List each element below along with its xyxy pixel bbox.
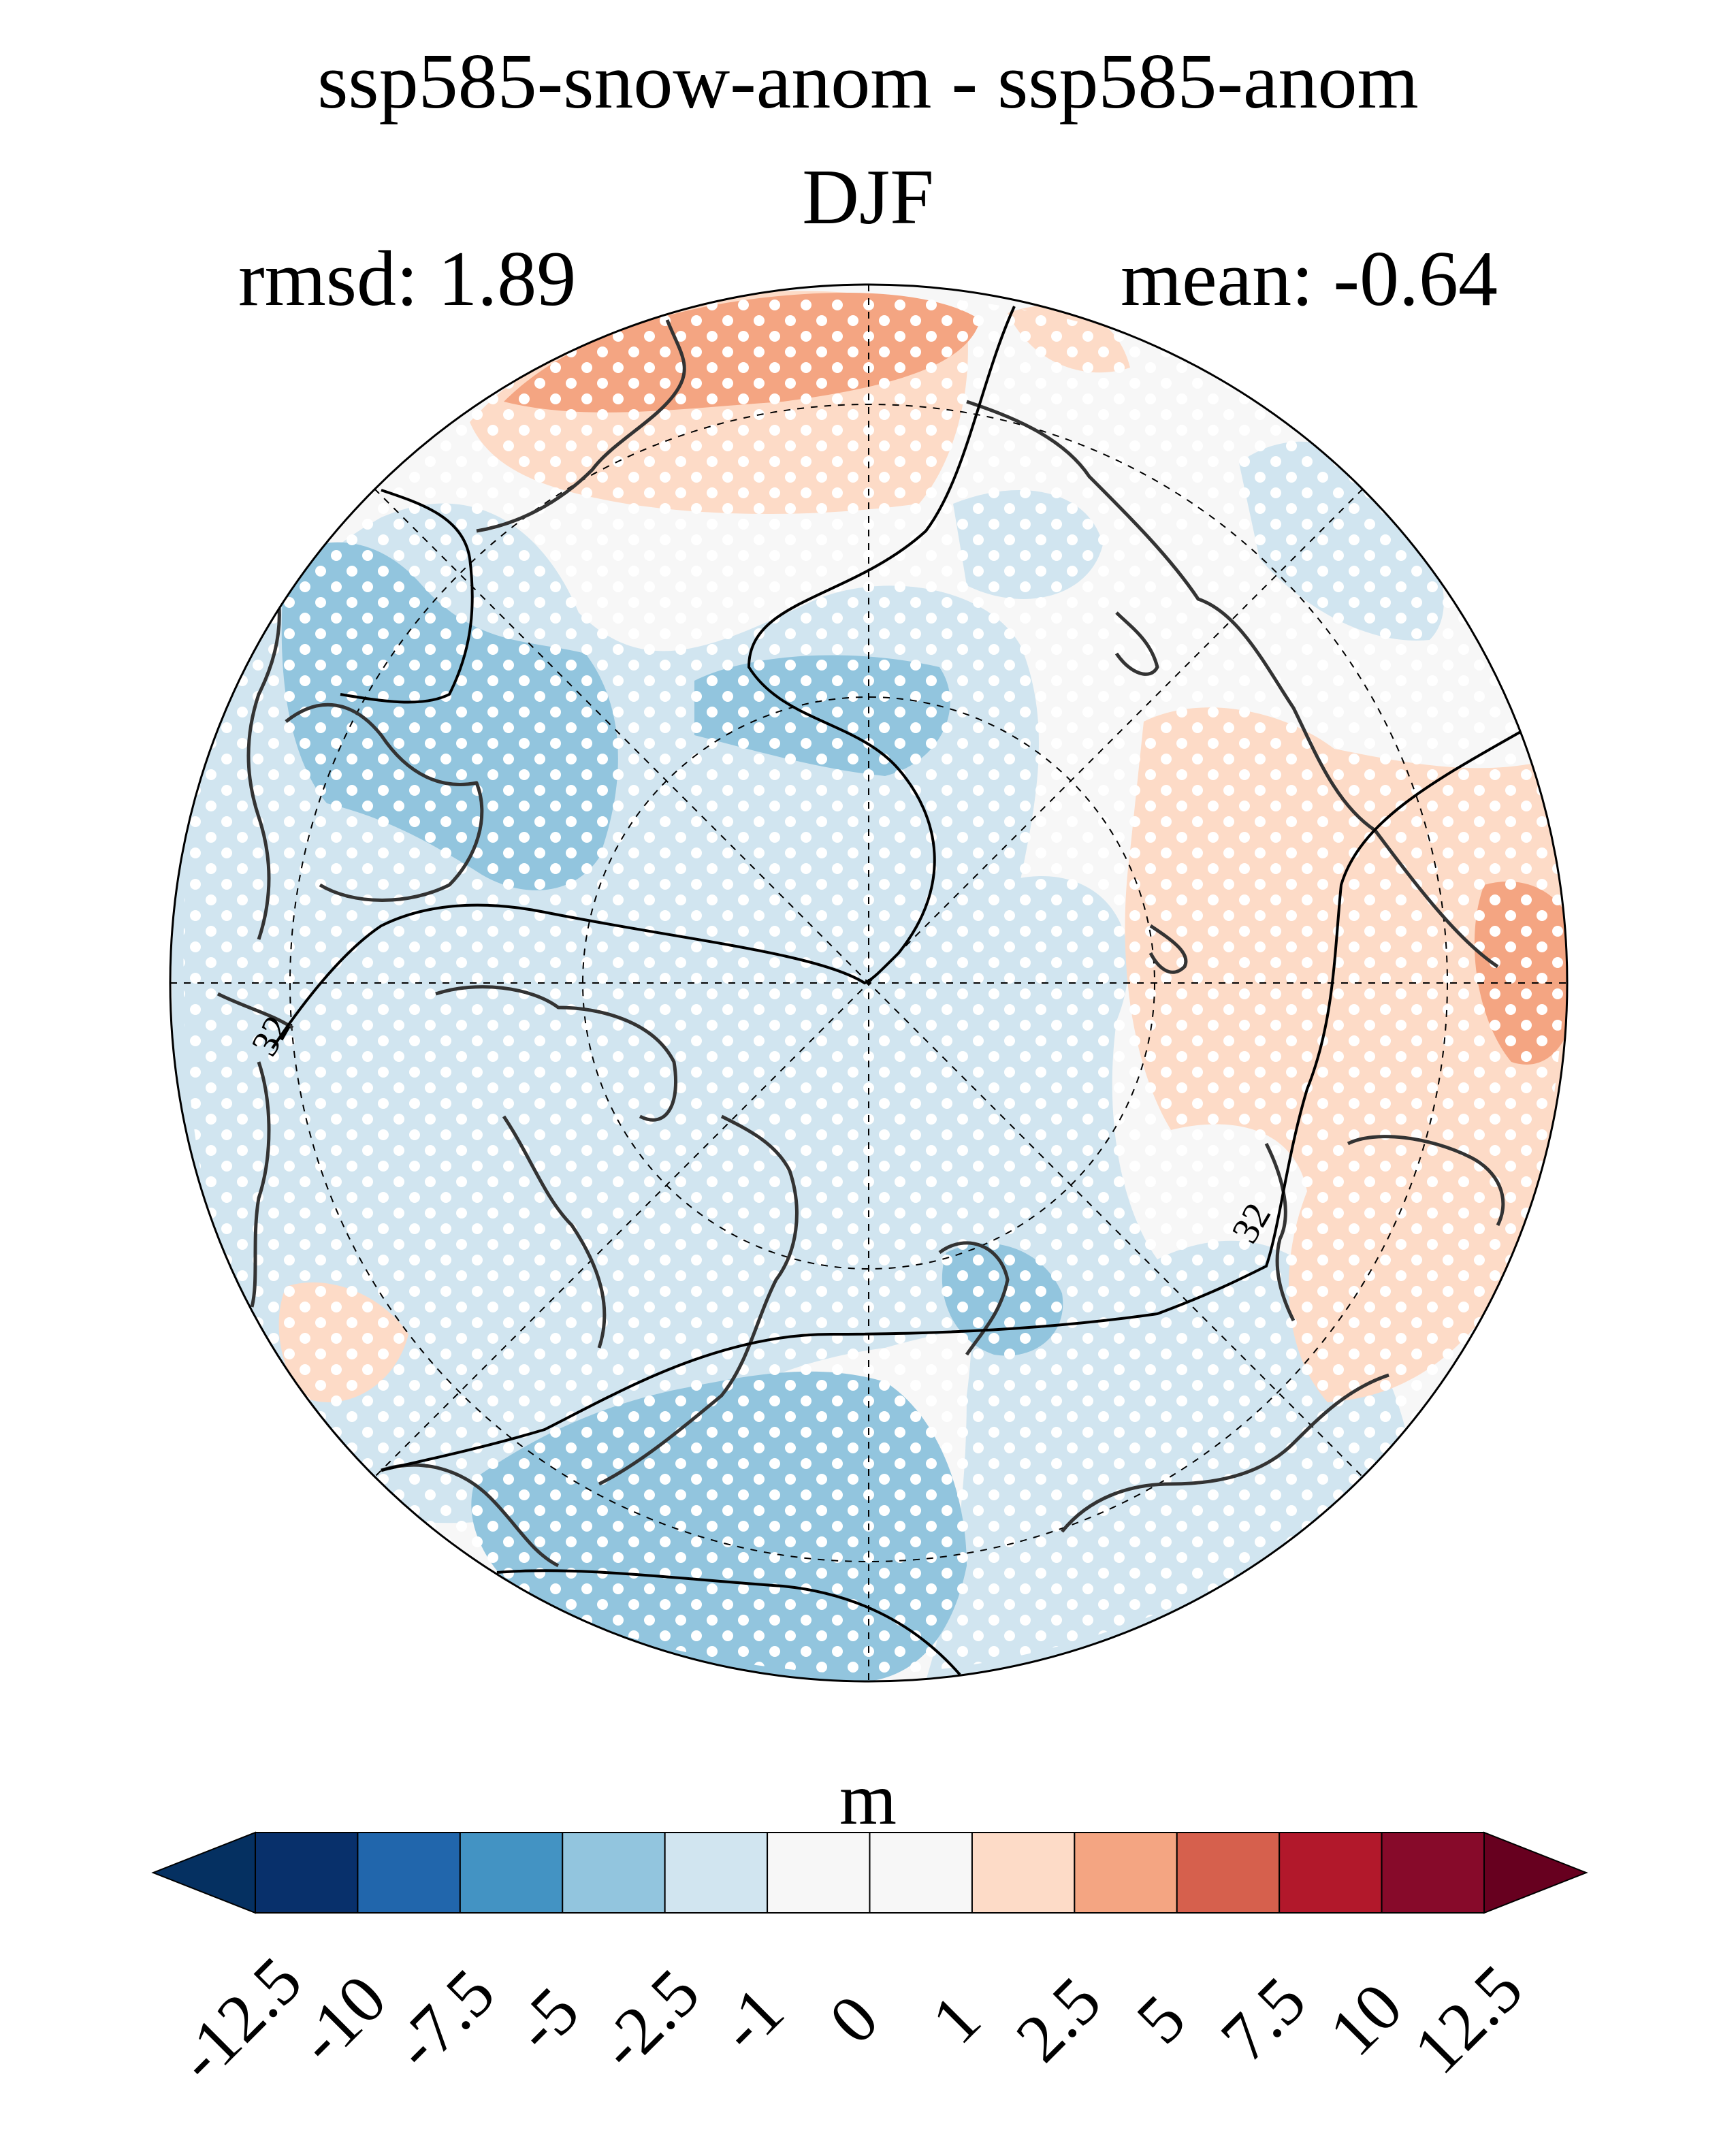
colorbar-box	[1279, 1832, 1383, 1914]
colorbar-tick-label: 1	[917, 1980, 995, 2058]
colorbar-box	[971, 1832, 1076, 1914]
colorbar-tick-label: 5	[1122, 1980, 1200, 2058]
colorbar-box	[562, 1832, 666, 1914]
graticule	[170, 285, 1567, 1681]
colorbar-tick-label: -1	[705, 1973, 798, 2066]
season-subtitle: DJF	[802, 154, 934, 241]
colorbar-box	[1381, 1832, 1485, 1914]
colorbar-box	[1074, 1832, 1178, 1914]
colorbar-box	[869, 1832, 973, 1914]
colorbar-tick-label: -7.5	[379, 1954, 509, 2084]
colorbar-box	[664, 1832, 769, 1914]
colorbar-box	[1176, 1832, 1281, 1914]
colorbar-tick-label: -2.5	[584, 1954, 713, 2084]
colorbar-tick-label: 0	[815, 1980, 893, 2058]
colorbar-tick-label: -5	[500, 1973, 593, 2066]
colorbar-unit-label: m	[839, 1759, 897, 1840]
colorbar-extend-high	[1483, 1831, 1588, 1914]
map-title: ssp585-snow-anom - ssp585-anom	[317, 38, 1419, 125]
colorbar-box	[357, 1832, 461, 1914]
rmsd-label: rmsd: 1.89	[238, 236, 577, 323]
colorbar-tick-label: 12.5	[1399, 1950, 1537, 2088]
polar-map: 32 32	[169, 283, 1569, 1683]
colorbar-extend-low	[151, 1831, 256, 1914]
colorbar-tick-label: 7.5	[1206, 1963, 1320, 2076]
colorbar-tick-label: 10	[1315, 1969, 1416, 2070]
coastlines	[216, 319, 1505, 1568]
colorbar-tick-label: 2.5	[1001, 1963, 1115, 2076]
colorbar-box	[767, 1832, 871, 1914]
zero-contours	[271, 306, 1539, 1676]
colorbar-tick-label: -10	[283, 1960, 400, 2078]
significance-stippling	[183, 295, 1565, 1675]
mean-label: mean: -0.64	[1120, 236, 1498, 323]
map-border	[169, 283, 1569, 1683]
colorbar-box	[255, 1832, 359, 1914]
colorbar-box	[459, 1832, 564, 1914]
